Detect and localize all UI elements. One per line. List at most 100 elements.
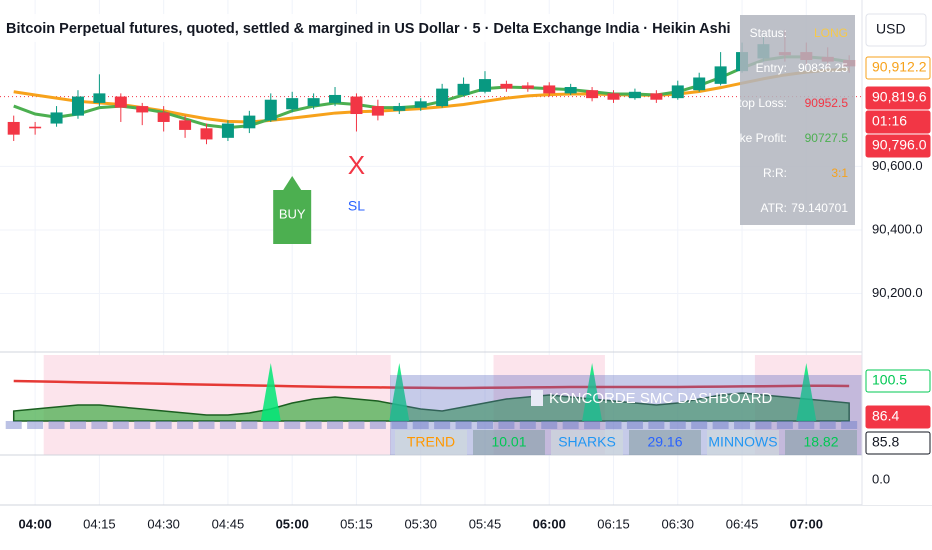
price-tag-label: 90,912.2	[872, 59, 927, 75]
candle-body	[414, 101, 427, 108]
info-table	[740, 15, 855, 225]
candle-body	[114, 96, 127, 108]
dashboard-cell	[629, 430, 701, 455]
candle-body	[50, 112, 63, 124]
y-tick-label: 0.0	[872, 471, 890, 486]
info-value: 90727.5	[805, 131, 849, 145]
spike	[582, 363, 603, 421]
histogram-bar	[541, 421, 558, 429]
histogram-bar	[498, 421, 515, 429]
info-value: LONG	[814, 26, 848, 40]
histogram-bar	[91, 421, 108, 429]
x-tick-label: 07:00	[790, 516, 823, 531]
histogram-bar	[262, 421, 279, 429]
spike	[796, 363, 817, 421]
info-value: 90836.25	[798, 61, 848, 75]
candle-body	[671, 85, 684, 99]
info-value: 90952.5	[805, 96, 849, 110]
dashboard-cell	[551, 430, 623, 455]
candle-body	[371, 106, 384, 116]
dashboard-title: KONCORDE SMC DASHBOARD	[549, 390, 773, 407]
title-bar	[0, 14, 640, 42]
x-tick-label: 05:15	[340, 516, 373, 531]
x-tick-label: 06:30	[662, 516, 695, 531]
candle-body	[329, 94, 342, 103]
dashboard-cell-text: 10.01	[491, 434, 526, 450]
y-tick-label: 90,400.0	[872, 221, 923, 236]
histogram-bar	[841, 421, 858, 429]
price-tag-label: 90,819.6	[872, 89, 927, 105]
histogram-bar	[5, 421, 22, 429]
candle-body	[221, 123, 234, 138]
histogram-bar	[434, 421, 451, 429]
price-tag	[865, 134, 931, 158]
candle-body	[457, 83, 470, 95]
histogram-bar	[648, 421, 665, 429]
candle-body	[71, 96, 84, 116]
dashboard-cell-text: TREND	[407, 434, 455, 450]
price-tag	[865, 431, 931, 455]
buy-label: BUY	[279, 206, 306, 221]
histogram-bar	[369, 421, 386, 429]
info-value: 79.140701	[791, 201, 848, 215]
spike	[389, 363, 410, 421]
histogram-bar	[562, 421, 579, 429]
x-tick-label: 04:45	[212, 516, 245, 531]
price-tag	[865, 405, 931, 429]
info-label: ATR:	[761, 201, 787, 215]
dashboard-cell-text: 18.82	[803, 434, 838, 450]
histogram-bar	[69, 421, 86, 429]
dashboard-cell	[707, 430, 779, 455]
dashboard	[390, 375, 862, 455]
x-tick-label: 04:00	[19, 516, 52, 531]
histogram-bar	[755, 421, 772, 429]
histogram-bar	[241, 421, 258, 429]
currency[interactable]: USD	[876, 21, 906, 37]
candle-body	[7, 121, 20, 135]
histogram-bar	[798, 421, 815, 429]
signal-line	[13, 379, 850, 390]
histogram-bar	[284, 421, 301, 429]
dashboard-cell	[395, 430, 467, 455]
x-tick-label: 04:30	[147, 516, 180, 531]
candle-body	[607, 93, 620, 100]
currency-box	[865, 13, 927, 47]
candle-body	[564, 87, 577, 94]
histogram-bar	[327, 421, 344, 429]
y-tick-label: 90,200.0	[872, 285, 923, 300]
info-label: Take Profit:	[727, 131, 787, 145]
info-label: R:R:	[763, 166, 787, 180]
x-tick-label: 06:00	[533, 516, 566, 531]
price-tag-label: 90,796.0	[872, 137, 927, 153]
info-label: Status:	[750, 26, 787, 40]
moving-average	[13, 55, 850, 130]
price-tag-label: 100.5	[872, 372, 907, 388]
dashboard-cell	[473, 430, 545, 455]
sl-label: SL	[348, 198, 365, 214]
histogram-bar	[669, 421, 686, 429]
histogram-bar	[177, 421, 194, 429]
histogram-bar	[412, 421, 429, 429]
candle-body	[93, 93, 106, 103]
histogram-bar	[48, 421, 65, 429]
candle-body	[393, 106, 406, 111]
histogram-bar	[712, 421, 729, 429]
histogram-bar	[348, 421, 365, 429]
candle-body	[478, 79, 491, 92]
candle-body	[628, 91, 641, 99]
sl-cross: X	[348, 150, 365, 180]
histogram-bar	[112, 421, 129, 429]
histogram-bar	[305, 421, 322, 429]
candle-body	[693, 77, 706, 91]
candle-body	[521, 85, 534, 89]
histogram-bar	[155, 421, 172, 429]
dashboard-cell	[785, 430, 857, 455]
histogram-bar	[519, 421, 536, 429]
histogram-bar	[605, 421, 622, 429]
buy-marker	[273, 176, 312, 244]
histogram-bar	[27, 421, 44, 429]
price-tag	[865, 86, 931, 110]
histogram-bar	[626, 421, 643, 429]
